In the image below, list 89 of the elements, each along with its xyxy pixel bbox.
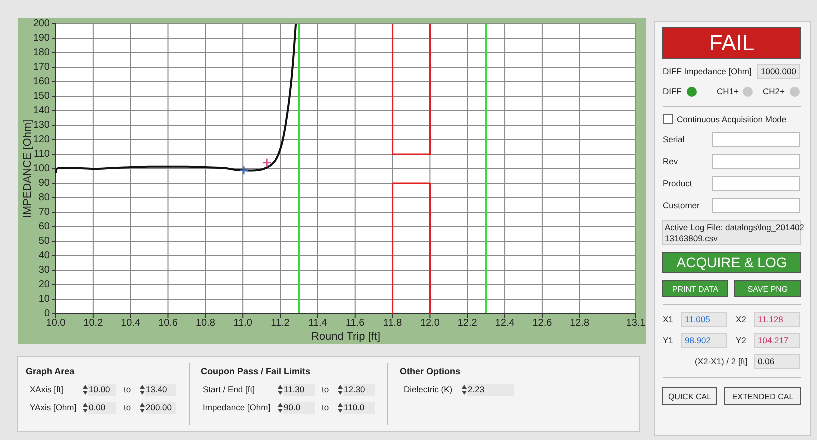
text: 0.00: [89, 402, 106, 412]
text: CH2+: [763, 86, 786, 96]
text: 11.005: [685, 314, 711, 324]
y-tick-label: 0: [44, 308, 50, 320]
y-tick-label: 40: [38, 250, 50, 262]
y-tick-label: 140: [33, 106, 50, 117]
text: EXTENDED CAL: [732, 392, 794, 402]
x-tick-label: 10.2: [84, 318, 104, 329]
y-tick-label: 170: [33, 62, 50, 74]
y-tick-label: 80: [38, 192, 50, 204]
text: 13163809.csv: [665, 233, 719, 244]
y-tick-label: 160: [33, 76, 50, 88]
text: Impedance [Ohm]: [203, 402, 271, 412]
y-tick-label: 60: [38, 222, 50, 233]
y-tick-label: 150: [33, 91, 50, 102]
y-tick-label: 100: [33, 164, 50, 175]
x-tick-label: 12.8: [570, 318, 590, 329]
y-tick-label: 20: [38, 280, 50, 291]
y-tick-label: 30: [38, 265, 50, 276]
y-tick-label: 110: [34, 149, 50, 160]
x-tick-label: 12.2: [458, 318, 478, 329]
text: Y1: [663, 335, 674, 346]
y-tick-label: 190: [33, 33, 50, 44]
text: X1: [663, 314, 674, 324]
x-tick-label: 11.4: [308, 318, 328, 329]
text: X2: [736, 314, 747, 324]
y-axis-title: IMPEDANCE [Ohm]: [22, 120, 34, 218]
text: QUICK CAL: [668, 392, 712, 402]
text: DIFF: [663, 86, 682, 96]
text: 11.128: [758, 314, 784, 324]
text: 12.30: [344, 384, 366, 394]
text: 1000.000: [761, 66, 797, 76]
y-tick-label: 10: [38, 294, 50, 306]
text: 2.23: [468, 384, 485, 394]
y-tick-label: 200: [33, 18, 50, 30]
text: (X2-X1) / 2 [ft]: [695, 356, 748, 366]
x-tick-label: 10.8: [196, 318, 216, 329]
text: to: [124, 384, 132, 394]
text: SAVE PNG: [748, 285, 788, 294]
text: 13.40: [146, 384, 168, 394]
x-tick-label: 10.4: [121, 318, 142, 329]
text: XAxis [ft]: [30, 384, 64, 394]
line-series: [55, 23, 298, 174]
text: Customer: [663, 200, 700, 210]
y-tick-label: 120: [33, 134, 50, 146]
x-tick-label: 11.0: [234, 318, 253, 329]
text: 110.0: [344, 402, 365, 412]
text: Other Options: [400, 366, 460, 376]
text: Dielectric (K): [404, 384, 453, 394]
text: YAxis [Ohm]: [30, 402, 77, 412]
text: to: [124, 402, 132, 412]
y-tick-label: 180: [33, 48, 50, 59]
text: 90.0: [284, 402, 301, 412]
x-tick-label: 11.6: [346, 318, 366, 329]
x-axis-title: Round Trip [ft]: [311, 331, 381, 343]
x-tick-label: 10.6: [158, 318, 178, 329]
text: 98.902: [685, 335, 712, 346]
text: 104.217: [758, 335, 789, 346]
text: Rev: [663, 156, 679, 166]
text: to: [322, 402, 330, 412]
text: 0.06: [758, 356, 775, 366]
y-tick-label: 130: [33, 120, 50, 132]
text: PRINT DATA: [672, 285, 720, 294]
x-tick-label: 10.0: [46, 318, 66, 329]
x-tick-label: 12.0: [420, 318, 440, 329]
text: Coupon Pass / Fail Limits: [201, 366, 311, 376]
x-tick-label: 11.8: [383, 318, 403, 329]
text: 11.30: [284, 384, 305, 394]
text: Continuous Acquisition Mode: [677, 114, 787, 124]
text: Product: [663, 178, 693, 188]
x-tick-label: 11.2: [271, 318, 290, 329]
x-tick-label: 12.6: [532, 318, 553, 329]
text: ACQUIRE & LOG: [676, 254, 788, 271]
text: Active Log File: datalogs\log_201402: [665, 222, 805, 232]
text: to: [322, 384, 330, 394]
x-tick-label: 12.4: [495, 318, 516, 329]
text: Serial: [663, 134, 685, 144]
text: 10.00: [89, 384, 111, 394]
y-tick-label: 70: [38, 207, 50, 218]
text: FAIL: [709, 30, 755, 56]
text: Graph Area: [26, 366, 76, 376]
y-tick-label: 50: [38, 236, 50, 248]
text: Y2: [736, 335, 747, 346]
x-tick-label: 13.1: [626, 318, 646, 329]
text: DIFF Impedance [Ohm]: [663, 66, 752, 76]
text: 200.00: [146, 402, 172, 412]
text: CH1+: [717, 86, 740, 96]
y-tick-label: 90: [38, 178, 50, 190]
text: Start / End [ft]: [203, 384, 255, 394]
